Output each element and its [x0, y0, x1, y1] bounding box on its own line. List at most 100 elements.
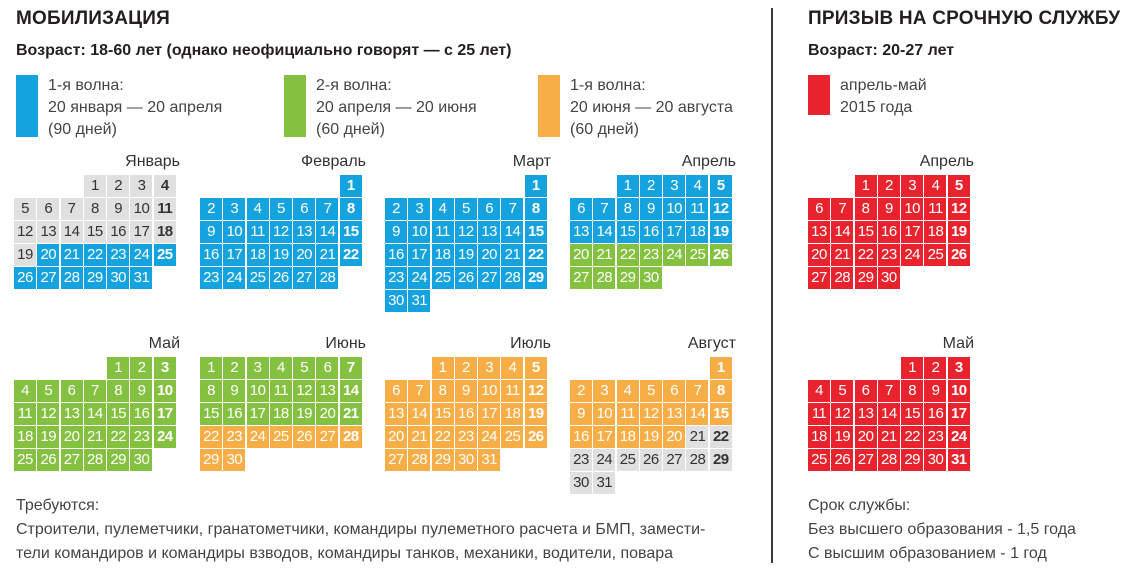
calendar-day: 2 — [639, 175, 662, 197]
calendar-blank — [455, 175, 477, 197]
calendar-day: 10 — [130, 198, 153, 220]
calendar-day: 11 — [269, 380, 292, 402]
calendar-day: 13 — [316, 380, 339, 402]
calendar-day: 5 — [831, 380, 854, 402]
legend-swatch-green — [284, 75, 306, 137]
legend-swatch-blue — [16, 75, 38, 137]
calendar-day: 5 — [293, 357, 316, 379]
calendar-day: 14 — [316, 221, 339, 243]
calendar-day: 2 — [130, 357, 153, 379]
calendar-day: 20 — [854, 426, 877, 448]
calendar-day: 12 — [524, 380, 547, 402]
calendar-day: 26 — [831, 449, 854, 471]
calendar-day: 13 — [60, 403, 83, 425]
calendar-blank — [831, 357, 853, 379]
calendar-day: 24 — [153, 426, 176, 448]
calendar-blank — [617, 357, 639, 379]
calendar-day: 16 — [385, 244, 407, 266]
calendar-day: 17 — [153, 403, 176, 425]
calendar-day: 27 — [663, 449, 686, 471]
calendar-day: 13 — [478, 221, 501, 243]
calendar-day: 7 — [831, 198, 854, 220]
calendar-day: 6 — [385, 380, 407, 402]
calendar-day: 25 — [246, 267, 269, 289]
calendar-day: 28 — [83, 449, 106, 471]
calendar-day: 23 — [570, 449, 592, 471]
calendar-day: 7 — [316, 198, 339, 220]
mobilization-age: Возраст: 18-60 лет (однако неофициально … — [16, 42, 512, 59]
calendar-day: 6 — [808, 198, 830, 220]
calendar-blank — [878, 357, 900, 379]
calendar-day: 28 — [60, 267, 83, 289]
calendar-day: 15 — [107, 403, 130, 425]
calendar-day: 15 — [616, 221, 639, 243]
calendar-day: 15 — [524, 221, 547, 243]
calendar-day: 23 — [877, 244, 900, 266]
calendar-blank — [84, 357, 106, 379]
calendar-day: 12 — [709, 198, 732, 220]
calendar-day: 21 — [60, 244, 83, 266]
calendar-day: 25 — [431, 267, 454, 289]
calendar-day: 20 — [60, 426, 83, 448]
calendar-day: 14 — [83, 403, 106, 425]
calendar-day: 10 — [901, 198, 924, 220]
calendar-day: 24 — [663, 244, 686, 266]
calendar-blank — [37, 357, 59, 379]
calendar-day: 20 — [316, 403, 339, 425]
calendar-blank — [831, 175, 853, 197]
calendar-day: 3 — [478, 357, 501, 379]
calendar-blank — [37, 175, 59, 197]
mobilization-title: МОБИЛИЗАЦИЯ — [16, 8, 170, 29]
calendar-day: 29 — [616, 267, 639, 289]
month-name: Май — [942, 335, 974, 352]
calendar-blank — [501, 175, 523, 197]
calendar-day: 2 — [200, 198, 222, 220]
calendar-day: 15 — [83, 221, 106, 243]
month-grid: 1 2 3 4 5 6 7 8 9 10 11 12 13 14 15 16 17 18 19 20 21 22 23 24 2… — [14, 357, 182, 472]
calendar-day: 9 — [639, 198, 662, 220]
month-name: Май — [148, 335, 180, 352]
calendar-blank — [640, 357, 662, 379]
month-name: Август — [687, 335, 736, 352]
calendar-day: 25 — [616, 449, 639, 471]
required-title: Требуются: — [16, 497, 100, 514]
calendar-day: 8 — [339, 198, 362, 220]
calendar-day: 29 — [854, 267, 877, 289]
calendar-day: 11 — [246, 221, 269, 243]
calendar-day: 2 — [454, 357, 477, 379]
calendar-day: 28 — [339, 426, 362, 448]
calendar-day: 3 — [153, 357, 176, 379]
calendar-blank — [570, 175, 592, 197]
calendar-day: 4 — [924, 175, 947, 197]
calendar-day: 7 — [60, 198, 83, 220]
calendar-day: 8 — [616, 198, 639, 220]
calendar-day: 25 — [924, 244, 947, 266]
calendar-day: 15 — [854, 221, 877, 243]
month-grid: 1 2 3 4 5 6 7 8 9 10 11 12 13 14 15 16 17 18 19 20 21 22 23 24 2… — [14, 175, 182, 290]
calendar-day: 17 — [223, 244, 246, 266]
calendar-day: 21 — [686, 426, 709, 448]
calendar-day: 9 — [454, 380, 477, 402]
conscription-title: ПРИЗЫВ НА СРОЧНУЮ СЛУЖБУ — [808, 8, 1121, 29]
calendar-day: 11 — [14, 403, 36, 425]
calendar-day: 19 — [37, 426, 60, 448]
calendar-day: 30 — [924, 449, 947, 471]
calendar-day: 24 — [901, 244, 924, 266]
calendar-blank — [686, 357, 708, 379]
calendar-day: 20 — [37, 244, 60, 266]
calendar-day: 25 — [808, 449, 830, 471]
legend-label: апрель-май — [840, 77, 927, 94]
calendar-day: 6 — [854, 380, 877, 402]
calendar-day: 9 — [877, 198, 900, 220]
calendar-day: 6 — [663, 380, 686, 402]
month-grid: 1 2 3 4 5 6 7 8 9 10 11 12 13 14 15 16 17 18 19 20 21 22 23 24 2… — [570, 175, 738, 290]
month-grid: 1 2 3 4 5 6 7 8 9 10 11 12 13 14 15 16 17 18 19 20 21 22 23 24 2… — [570, 357, 738, 495]
calendar-day: 5 — [947, 175, 970, 197]
calendar-day: 23 — [454, 426, 477, 448]
service-line-2: С высшим образованием - 1 год — [808, 545, 1047, 562]
calendar-blank — [270, 175, 292, 197]
calendar-day: 20 — [478, 244, 501, 266]
calendar-day: 12 — [639, 403, 662, 425]
calendar-day: 30 — [639, 267, 662, 289]
calendar-day: 9 — [200, 221, 222, 243]
